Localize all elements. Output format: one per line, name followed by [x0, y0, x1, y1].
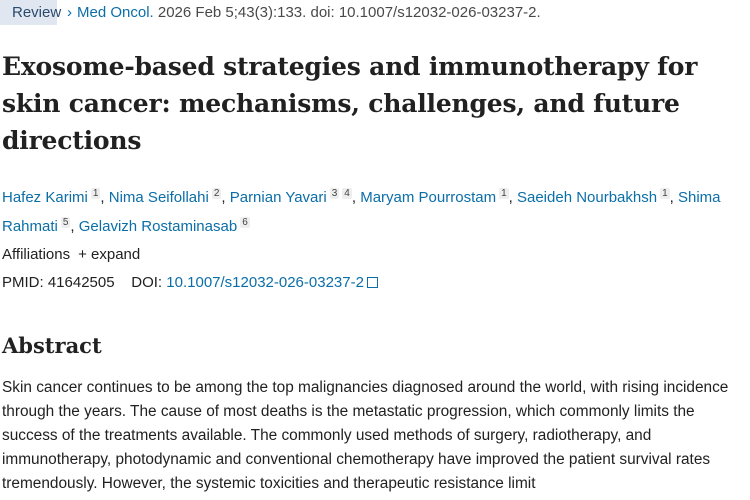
- author-link[interactable]: Nima Seifollahi: [108, 189, 209, 206]
- separator: ,: [70, 218, 79, 235]
- affiliations: Affiliations + expand: [2, 246, 140, 263]
- separator: ,: [669, 189, 678, 206]
- pmid-value: 41642505: [47, 274, 115, 291]
- affiliation-ref[interactable]: 4: [342, 188, 352, 199]
- expand-affiliations-button[interactable]: + expand: [78, 246, 141, 263]
- pmid-label: PMID:: [2, 274, 44, 291]
- affiliation-ref[interactable]: 2: [211, 188, 222, 199]
- author-link[interactable]: Maryam Pourrostam: [360, 189, 497, 206]
- separator: ,: [508, 189, 517, 206]
- citation: › Med Oncol. 2026 Feb 5;43(3):133. doi: 1…: [67, 4, 541, 21]
- article-title: Exosome-based strategies and immunothera…: [2, 52, 698, 155]
- chevron-right-icon[interactable]: ›: [67, 4, 72, 21]
- external-link-icon[interactable]: [366, 277, 378, 288]
- author-link[interactable]: Hafez Karimi: [2, 189, 88, 206]
- author-link[interactable]: Saeideh Nourbakhsh: [516, 189, 658, 206]
- identifiers: PMID: 41642505 DOI: 10.1007/s12032-026-0…: [2, 274, 378, 291]
- doi-label: DOI:: [131, 274, 163, 291]
- affiliation-ref[interactable]: 5: [60, 217, 71, 228]
- author-list: Hafez Karimi 1, Nima Seifollahi 2, Parnian…: [2, 181, 750, 239]
- author-link[interactable]: Shima Rahmati: [2, 189, 721, 235]
- journal-link[interactable]: Med Oncol.: [77, 4, 154, 21]
- separator: ,: [351, 189, 361, 206]
- author-link[interactable]: Parnian Yavari: [229, 189, 327, 206]
- affiliation-ref[interactable]: 1: [499, 188, 509, 199]
- citation-details: 2026 Feb 5;43(3):133. doi: 10.1007/s1203…: [153, 4, 541, 21]
- publication-type-badge: Review: [0, 0, 61, 25]
- separator: ,: [100, 189, 109, 206]
- abstract-heading: Abstract: [2, 333, 102, 358]
- affiliation-ref[interactable]: 3: [329, 188, 340, 199]
- affiliation-ref[interactable]: 6: [240, 217, 250, 228]
- author-link[interactable]: Gelavizh Rostaminasab: [78, 218, 238, 235]
- affiliation-ref[interactable]: 1: [90, 188, 101, 199]
- affiliations-label: Affiliations: [2, 246, 71, 263]
- separator: ,: [221, 189, 230, 206]
- doi-link[interactable]: 10.1007/s12032-026-03237-2: [166, 274, 364, 291]
- citation-bar: Review › Med Oncol. 2026 Feb 5;43(3):133.…: [0, 0, 541, 25]
- affiliation-ref[interactable]: 1: [660, 188, 670, 199]
- abstract-text: Skin cancer continues to be among the to…: [2, 379, 729, 492]
